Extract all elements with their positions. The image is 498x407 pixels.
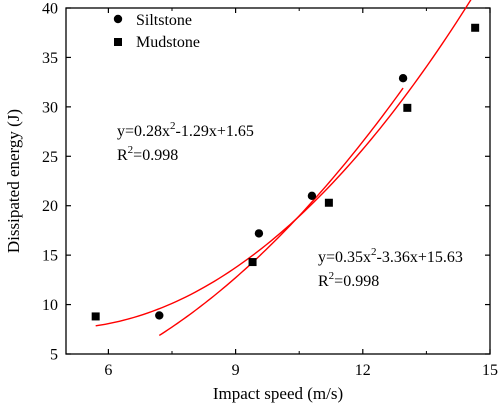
siltstone-r2-symbol: R xyxy=(117,147,128,164)
axis-ticks: 6 9 12 15 5 10 15 20 25 30 35 40 xyxy=(42,1,498,380)
mudstone-point xyxy=(248,258,257,267)
mudstone-r2-symbol: R xyxy=(318,273,329,290)
siltstone-equation-exponent: 2 xyxy=(170,120,176,132)
mudstone-equation-main: y=0.35x xyxy=(318,249,371,266)
siltstone-point xyxy=(307,191,317,201)
data-points xyxy=(91,23,480,321)
y-tick-label: 15 xyxy=(42,248,58,265)
siltstone-point xyxy=(398,73,408,83)
mudstone-equation-exponent: 2 xyxy=(371,246,377,258)
plot-frame xyxy=(65,7,491,355)
y-tick-label: 35 xyxy=(42,50,58,67)
mudstone-fit-curve xyxy=(95,0,472,327)
siltstone-point xyxy=(254,229,264,238)
mudstone-point xyxy=(324,198,333,207)
mudstone-r2-exponent: 2 xyxy=(329,270,335,282)
siltstone-r2: R2=0.998 xyxy=(117,144,178,164)
legend-marker-siltstone xyxy=(113,14,123,24)
mudstone-point xyxy=(471,23,480,32)
x-tick-label: 9 xyxy=(232,362,240,379)
y-tick-label: 20 xyxy=(42,198,58,215)
x-tick-label: 15 xyxy=(482,362,498,379)
y-tick-label: 10 xyxy=(42,297,58,314)
x-tick-label: 12 xyxy=(355,362,371,379)
siltstone-fit-curve xyxy=(158,87,404,337)
fit-curves xyxy=(95,0,472,337)
y-tick-label: 30 xyxy=(42,99,58,116)
siltstone-equation: y=0.28x2-1.29x+1.65 xyxy=(117,120,254,140)
siltstone-r2-value: =0.998 xyxy=(133,147,178,164)
mudstone-point xyxy=(403,103,412,112)
y-tick-label: 5 xyxy=(50,347,58,364)
legend-label-mudstone: Mudstone xyxy=(136,34,200,51)
x-tick-label: 6 xyxy=(104,362,112,379)
mudstone-point xyxy=(91,312,100,321)
siltstone-point xyxy=(155,311,164,320)
siltstone-equation-main: y=0.28x xyxy=(117,123,170,140)
legend: Siltstone Mudstone xyxy=(113,12,200,51)
siltstone-equation-tail: -1.29x+1.65 xyxy=(176,123,254,140)
y-tick-label: 25 xyxy=(42,149,58,166)
mudstone-r2: R2=0.998 xyxy=(318,270,379,290)
siltstone-r2-exponent: 2 xyxy=(128,144,134,156)
legend-marker-mudstone xyxy=(114,38,122,46)
mudstone-r2-value: =0.998 xyxy=(334,273,379,290)
y-tick-label: 40 xyxy=(42,1,58,18)
legend-label-siltstone: Siltstone xyxy=(136,12,192,29)
x-axis-title: Impact speed (m/s) xyxy=(213,384,343,403)
mudstone-equation-tail: -3.36x+15.63 xyxy=(377,249,463,266)
mudstone-equation: y=0.35x2-3.36x+15.63 xyxy=(318,246,463,266)
y-axis-title: Dissipated energy (J) xyxy=(4,109,23,253)
